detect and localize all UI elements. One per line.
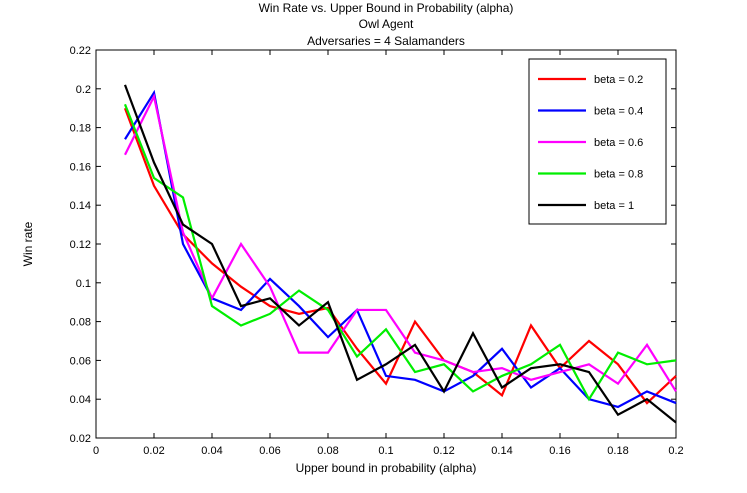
x-tick-label: 0.14 (491, 445, 512, 457)
x-tick-label: 0.04 (201, 445, 222, 457)
x-tick-label: 0 (93, 445, 99, 457)
x-tick-label: 0.2 (668, 445, 683, 457)
y-axis-label: Win rate (21, 221, 35, 266)
y-tick-label: 0.12 (70, 239, 91, 251)
y-tick-label: 0.04 (70, 394, 91, 406)
legend: beta = 0.2 beta = 0.4 beta = 0.6 beta = 0.8… (528, 58, 667, 225)
x-tick-label: 0.08 (317, 445, 338, 457)
x-tick-label: 0.18 (607, 445, 628, 457)
y-axis: 0.02 0.04 0.06 0.08 0.1 0.12 0.14 0.16 0.18 0.2 0.… (70, 45, 676, 445)
y-tick-label: 0.02 (70, 433, 91, 445)
x-tick-label: 0.1 (378, 445, 393, 457)
series-line-3 (124, 93, 677, 393)
chart-title-line-3: Adversaries = 4 Salamanders (307, 34, 465, 48)
chart-title-line-2: Owl Agent (359, 17, 414, 31)
y-tick-label: 0.08 (70, 317, 91, 329)
legend-label-2: beta = 0.4 (594, 106, 643, 118)
legend-label-4: beta = 0.8 (594, 169, 643, 181)
chart-title-line-1: Win Rate vs. Upper Bound in Probability … (259, 1, 514, 15)
y-tick-label: 0.06 (70, 355, 91, 367)
y-tick-label: 0.22 (70, 45, 91, 57)
x-tick-label: 0.02 (143, 445, 164, 457)
series-lines (123, 84, 677, 424)
y-tick-label: 0.18 (70, 123, 91, 135)
x-tick-label: 0.16 (549, 445, 570, 457)
x-axis: 0 0.02 0.04 0.06 0.08 0.1 0.12 0.14 0.16 0.18 0.2 (93, 50, 684, 457)
series-line-2 (124, 89, 677, 409)
y-tick-label: 0.1 (76, 278, 91, 290)
x-tick-label: 0.12 (433, 445, 454, 457)
x-tick-label: 0.06 (259, 445, 280, 457)
x-axis-label: Upper bound in probability (alpha) (296, 461, 477, 475)
legend-label-3: beta = 0.6 (594, 137, 643, 149)
legend-label-1: beta = 0.2 (594, 74, 643, 86)
legend-label-5: beta = 1 (594, 200, 634, 212)
y-tick-label: 0.2 (76, 84, 91, 96)
series-line-5 (123, 84, 677, 424)
y-tick-label: 0.14 (70, 200, 91, 212)
y-tick-label: 0.16 (70, 161, 91, 173)
series-line-4 (123, 103, 677, 402)
